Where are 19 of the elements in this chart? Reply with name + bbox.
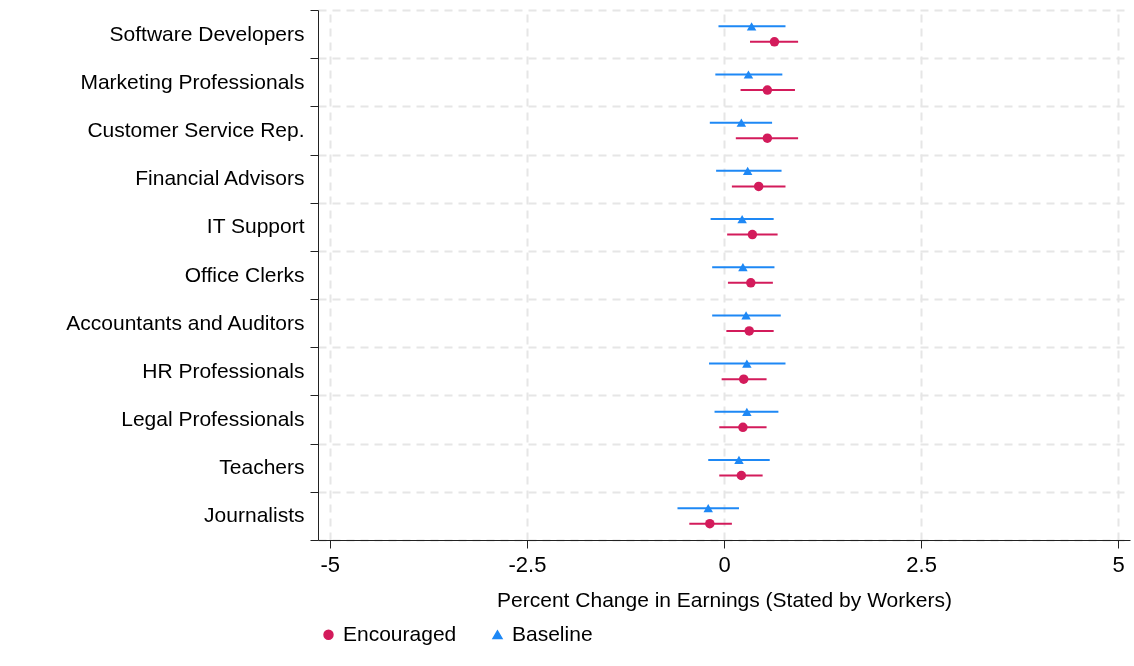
y-tick-label: HR Professionals <box>142 358 305 382</box>
y-tick-label: Customer Service Rep. <box>87 117 305 141</box>
y-tick-label: Office Clerks <box>184 262 305 286</box>
y-tick-label: Accountants and Auditors <box>66 310 305 334</box>
y-tick-label: Legal Professionals <box>121 407 305 431</box>
y-tick-label: Marketing Professionals <box>80 69 305 93</box>
legend-label: Encouraged <box>343 621 457 645</box>
x-axis-title: Percent Change in Earnings (Stated by Workers) <box>497 587 952 611</box>
y-tick-label: Journalists <box>204 503 305 527</box>
y-tick-label: Teachers <box>219 455 305 479</box>
y-tick-label: Financial Advisors <box>135 166 305 190</box>
y-tick-label: Software Developers <box>109 21 305 45</box>
x-tick-label: -5 <box>320 551 341 577</box>
legend-label: Baseline <box>512 621 593 645</box>
x-tick-label: 2.5 <box>906 551 937 577</box>
x-tick-label: 0 <box>718 551 731 577</box>
x-tick-label: -2.5 <box>508 551 547 577</box>
y-tick-label: IT Support <box>206 214 305 238</box>
x-tick-label: 5 <box>1112 551 1125 577</box>
